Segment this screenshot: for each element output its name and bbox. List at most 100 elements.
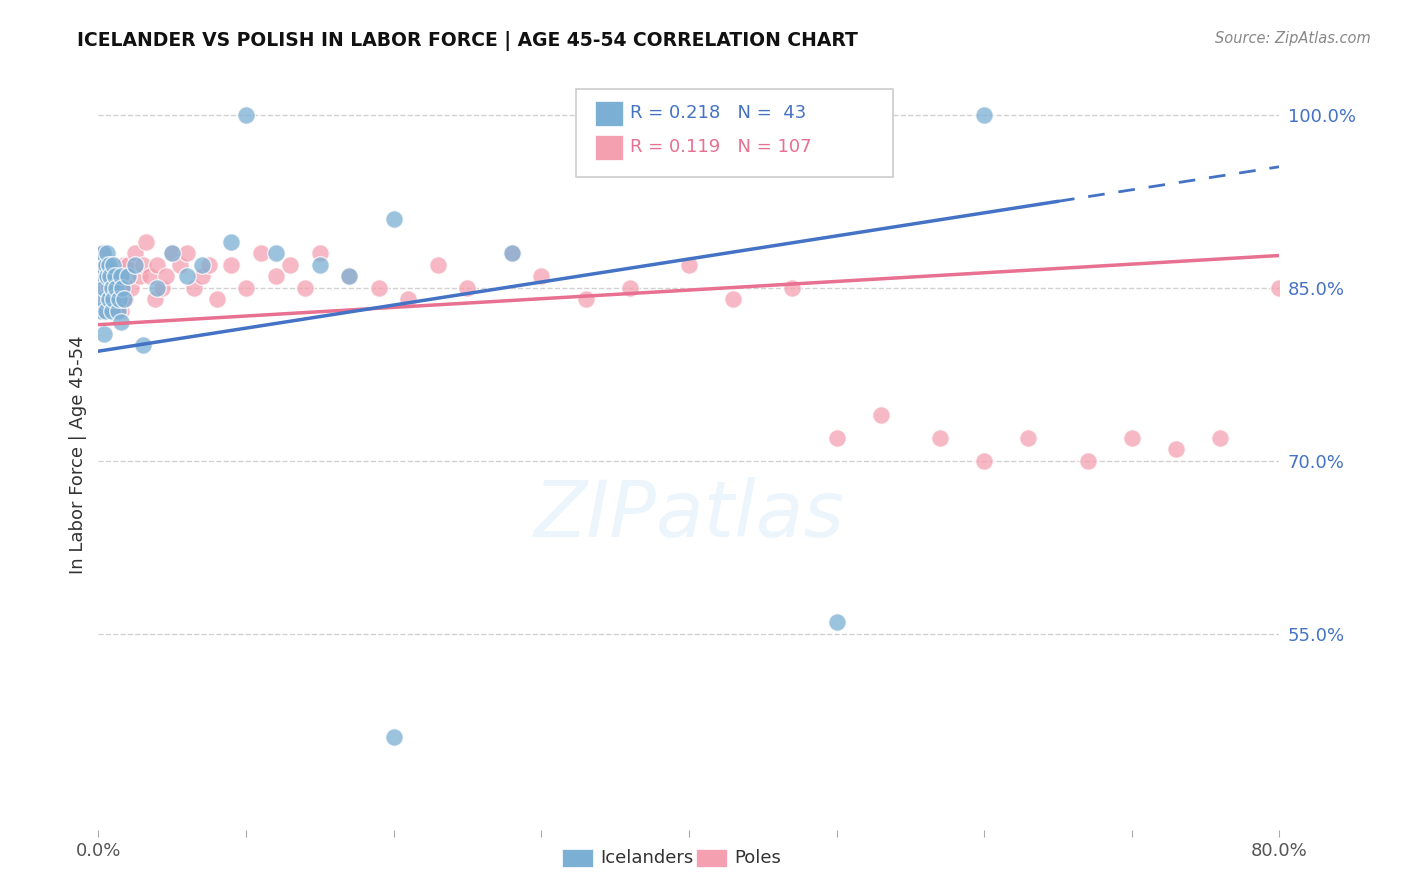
- Point: [264, 269, 287, 284]
- Point: [103, 269, 125, 284]
- Point: [94, 303, 117, 318]
- Point: [94, 258, 117, 272]
- Point: [104, 258, 127, 272]
- Point: [124, 246, 146, 260]
- Point: [93, 281, 115, 295]
- Point: [169, 258, 191, 272]
- Point: [146, 281, 169, 295]
- Point: [678, 258, 700, 272]
- Point: [112, 281, 135, 295]
- Point: [929, 431, 952, 445]
- Point: [205, 293, 228, 307]
- Text: R = 0.218   N =  43: R = 0.218 N = 43: [630, 104, 806, 122]
- Point: [103, 293, 125, 307]
- Point: [104, 269, 127, 284]
- Point: [100, 281, 122, 295]
- Point: [98, 293, 121, 307]
- Point: [111, 269, 134, 284]
- Point: [97, 281, 120, 295]
- Point: [100, 303, 122, 318]
- Point: [111, 293, 134, 307]
- Point: [825, 431, 848, 445]
- Point: [100, 258, 122, 272]
- Point: [250, 246, 273, 260]
- Point: [723, 293, 745, 307]
- Point: [619, 281, 641, 295]
- Point: [221, 235, 243, 249]
- Point: [1209, 431, 1232, 445]
- Point: [90, 258, 112, 272]
- Point: [128, 269, 150, 284]
- Point: [89, 269, 111, 284]
- Point: [398, 293, 420, 307]
- Point: [132, 338, 155, 352]
- Point: [191, 269, 214, 284]
- Point: [96, 246, 118, 260]
- Point: [93, 269, 115, 284]
- Text: Source: ZipAtlas.com: Source: ZipAtlas.com: [1215, 31, 1371, 46]
- Point: [108, 269, 131, 284]
- Point: [105, 269, 128, 284]
- Point: [973, 453, 995, 467]
- Point: [110, 303, 132, 318]
- Point: [198, 258, 221, 272]
- Point: [96, 293, 118, 307]
- Point: [162, 246, 183, 260]
- Point: [107, 303, 129, 318]
- Point: [115, 269, 138, 284]
- Point: [110, 281, 132, 295]
- Point: [1313, 511, 1336, 525]
- Point: [309, 258, 332, 272]
- Point: [97, 258, 120, 272]
- Point: [103, 258, 125, 272]
- Point: [427, 258, 450, 272]
- Point: [1268, 281, 1291, 295]
- Point: [89, 258, 111, 272]
- Point: [368, 281, 391, 295]
- Point: [530, 269, 553, 284]
- Point: [280, 258, 302, 272]
- Point: [143, 293, 166, 307]
- Point: [457, 281, 479, 295]
- Point: [94, 281, 117, 295]
- Point: [108, 293, 131, 307]
- Point: [105, 281, 128, 295]
- Point: [100, 303, 122, 318]
- Point: [104, 303, 127, 318]
- Point: [90, 281, 112, 295]
- Point: [91, 293, 114, 307]
- Point: [90, 269, 112, 284]
- Point: [135, 235, 157, 249]
- Point: [108, 293, 131, 307]
- Point: [382, 731, 405, 745]
- Point: [112, 293, 135, 307]
- Point: [132, 258, 155, 272]
- Point: [339, 269, 361, 284]
- Point: [97, 293, 120, 307]
- Point: [309, 246, 332, 260]
- Point: [107, 281, 129, 295]
- Point: [98, 269, 121, 284]
- Point: [183, 281, 205, 295]
- Point: [973, 108, 995, 122]
- Point: [825, 615, 848, 629]
- Point: [124, 258, 146, 272]
- Point: [150, 281, 173, 295]
- Point: [90, 303, 112, 318]
- Point: [382, 211, 405, 226]
- Text: Poles: Poles: [734, 849, 780, 867]
- Point: [176, 246, 198, 260]
- Point: [870, 408, 893, 422]
- Point: [501, 246, 523, 260]
- Point: [191, 258, 214, 272]
- Point: [1166, 442, 1188, 457]
- Point: [91, 246, 114, 260]
- Point: [176, 269, 198, 284]
- Text: ZIPatlas: ZIPatlas: [533, 477, 845, 553]
- Text: Icelanders: Icelanders: [600, 849, 693, 867]
- Point: [162, 246, 183, 260]
- Point: [120, 281, 142, 295]
- Point: [1357, 523, 1379, 537]
- Point: [93, 303, 115, 318]
- Point: [107, 303, 129, 318]
